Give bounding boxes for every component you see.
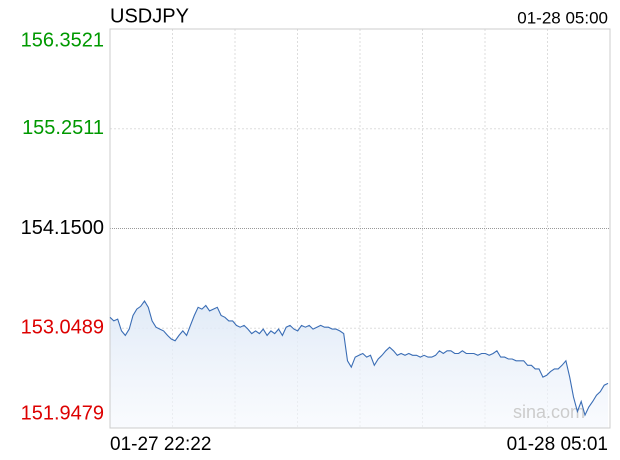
plot-frame [109, 28, 611, 429]
y-tick-label: 153.0489 [21, 317, 104, 339]
time-label: 01-28 05:00 [517, 8, 608, 27]
chart-title: USDJPY [110, 5, 189, 27]
x-start-label: 01-27 22:22 [110, 434, 211, 455]
x-end-label: 01-28 05:01 [507, 434, 608, 455]
watermark: sina.com [513, 402, 585, 422]
y-tick-label: 151.9479 [21, 402, 104, 424]
line [109, 300, 609, 417]
y-tick-label: 156.3521 [21, 29, 104, 51]
y-tick-label: 155.2511 [22, 117, 104, 139]
area [110, 301, 608, 428]
y-tick-label: 154.1500 [21, 217, 104, 239]
